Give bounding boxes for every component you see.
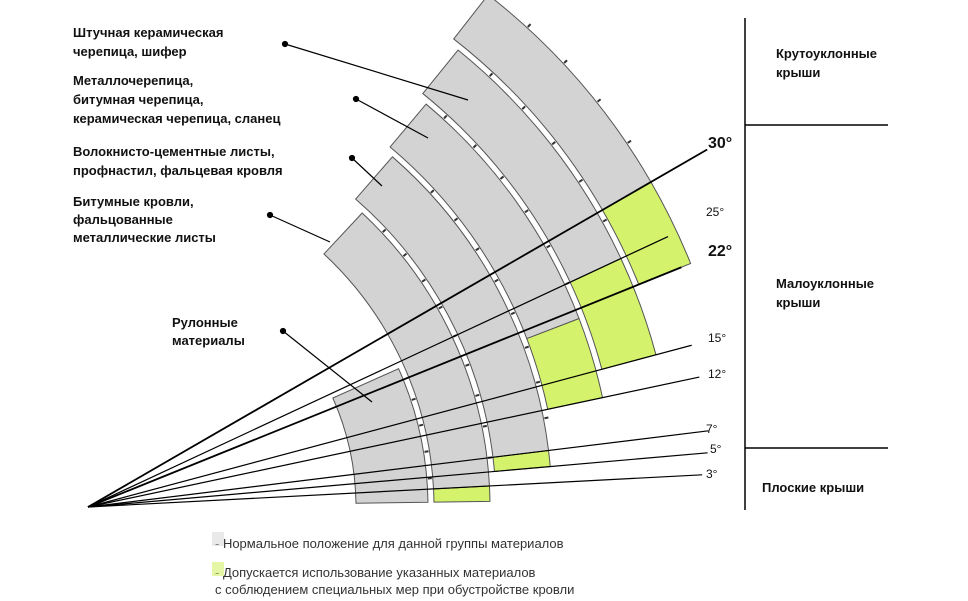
tick (563, 59, 568, 64)
frame (744, 18, 888, 510)
tick (602, 218, 608, 223)
zone-label: крыши (776, 65, 820, 80)
tick (402, 252, 408, 257)
angle-label: 22° (708, 243, 732, 260)
material-label: керамическая черепица, сланец (73, 111, 280, 126)
zone-label: крыши (776, 295, 820, 310)
material-label: Битумные кровли, (73, 194, 194, 209)
tick (418, 423, 424, 427)
tick (472, 144, 478, 149)
rays (87, 148, 709, 508)
legend-text: с соблюдением специальных мер при обустр… (215, 582, 574, 597)
material-label: фальцованные (73, 212, 173, 227)
zone-label: Плоские крыши (762, 480, 864, 495)
gray-segment (453, 0, 652, 211)
angle-ray (87, 376, 700, 508)
tick (475, 393, 480, 397)
tick (421, 278, 426, 283)
legend-swatch (212, 532, 224, 546)
tick (411, 397, 416, 401)
legend-text: - Допускается использование указанных ма… (215, 565, 536, 580)
tick (627, 139, 632, 144)
material-label: черепица, шифер (73, 44, 187, 59)
material-label: Металлочерепица, (73, 73, 193, 88)
gray-segment (332, 368, 429, 504)
tick (521, 105, 526, 110)
legend-swatch (212, 562, 224, 576)
angle-label: 12° (708, 367, 726, 381)
tick (494, 278, 499, 283)
bands (323, 0, 692, 504)
angle-label: 15° (708, 331, 726, 345)
angle-label: 30° (708, 135, 732, 152)
material-label: Рулонные (172, 315, 238, 330)
material-label: битумная черепица, (73, 92, 203, 107)
angle-ray (87, 430, 709, 508)
angle-label: 3° (706, 467, 718, 481)
gray-segment (422, 49, 622, 283)
gray-segment (389, 103, 580, 340)
material-label: Волокнисто-цементные листы, (73, 144, 275, 159)
material-label: профнастил, фальцевая кровля (73, 163, 283, 178)
tick (510, 311, 516, 316)
tick (578, 178, 584, 183)
material-label: металлические листы (73, 230, 216, 245)
tick (430, 189, 435, 194)
tick (438, 305, 443, 310)
tick (596, 98, 602, 103)
tick (527, 23, 532, 28)
tick (544, 416, 549, 420)
tick (546, 244, 551, 249)
tick (382, 228, 387, 233)
tick (475, 247, 480, 252)
angle-ray (87, 266, 682, 508)
angle-label: 5° (710, 442, 722, 456)
tick (443, 114, 448, 120)
angle-ray (87, 344, 692, 508)
tick (488, 72, 494, 77)
leaders (266, 40, 469, 403)
legend-text: - Нормальное положение для данной группы… (215, 536, 564, 551)
tick (424, 450, 429, 453)
labels: 3° 5° 7° 12° 15° 22° 25° 30° Штучная керамическа… (73, 25, 877, 597)
angle-label: 7° (706, 422, 718, 436)
angle-ray (87, 235, 669, 508)
angle-ray (87, 452, 708, 508)
tick (535, 380, 541, 384)
gray-segment (354, 156, 550, 458)
tick (524, 209, 529, 214)
material-label: Штучная керамическая (73, 25, 223, 40)
angle-ray (87, 148, 708, 508)
material-label: материалы (172, 333, 245, 348)
zone-label: Малоуклонные (776, 276, 874, 291)
tick (499, 175, 505, 180)
tick (465, 363, 470, 367)
tick (551, 141, 556, 146)
angle-label: 25° (706, 205, 724, 219)
zone-label: Крутоуклонные (776, 46, 877, 61)
tick (482, 424, 488, 428)
tick (524, 345, 530, 349)
tick (453, 217, 459, 222)
angle-ray (87, 474, 703, 508)
